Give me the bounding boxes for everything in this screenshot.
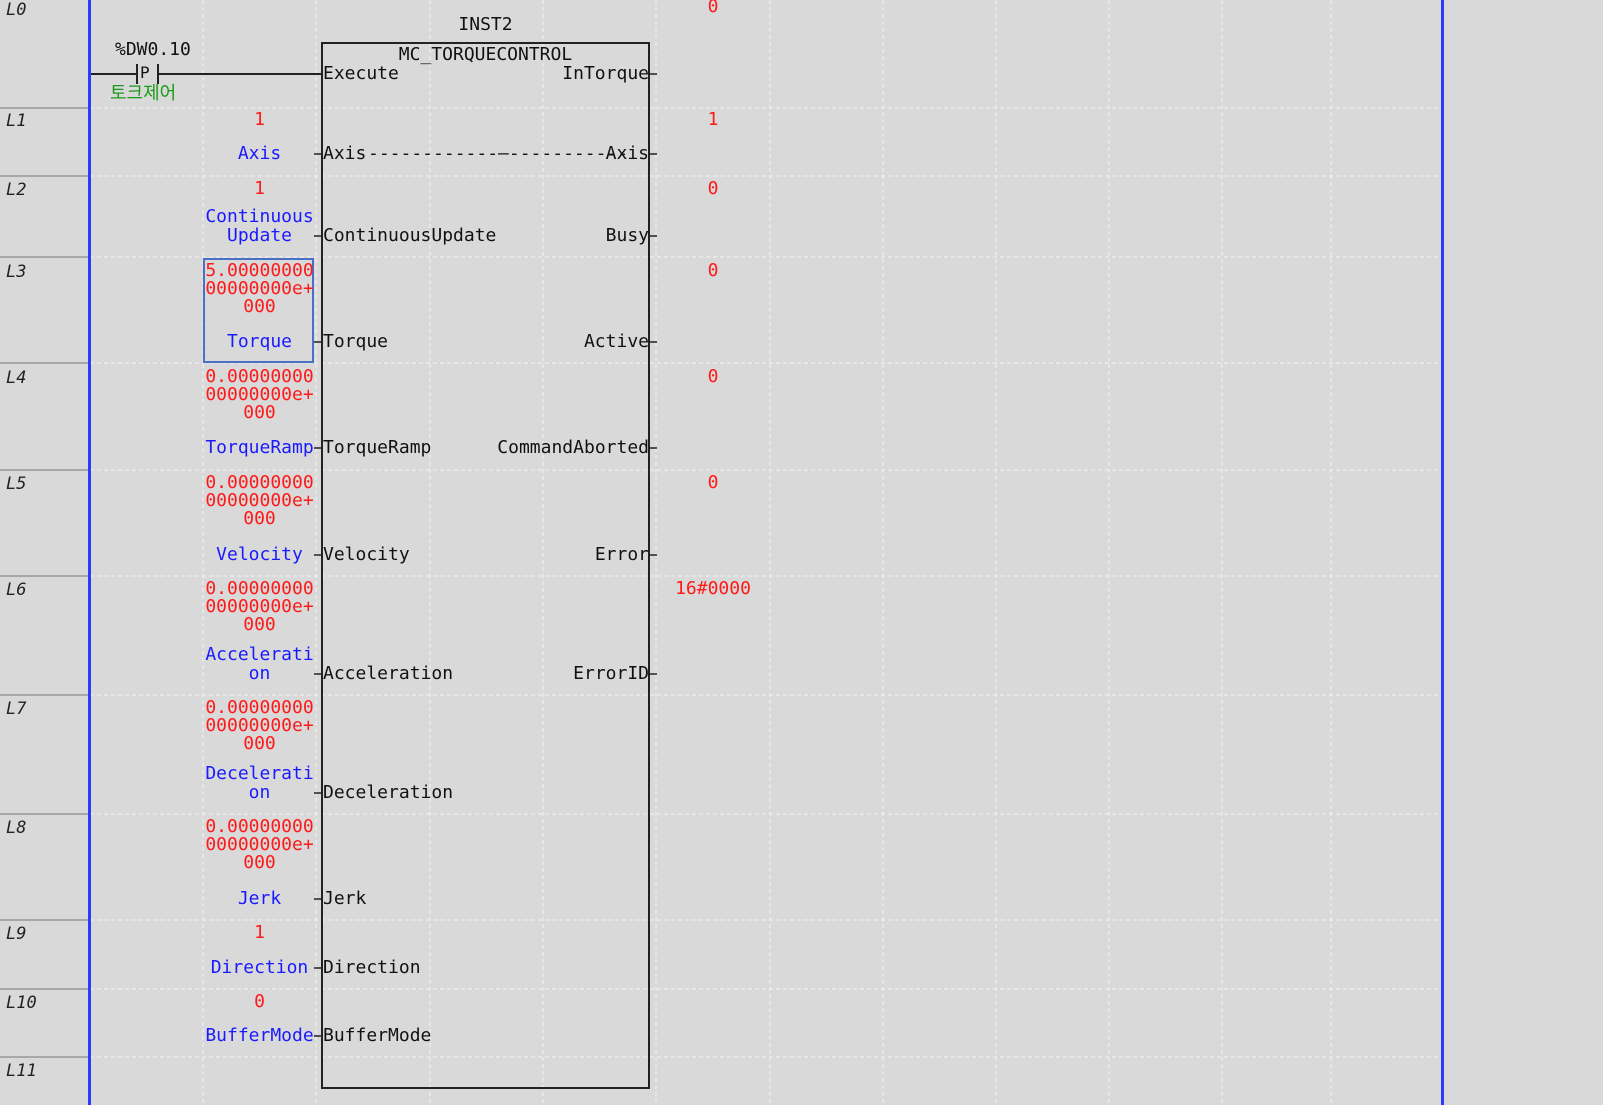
- line-label-l11: L11: [6, 1061, 37, 1081]
- acceleration-value-line1: 0.00000000: [205, 578, 314, 599]
- acceleration-variable-line1[interactable]: Accelerati: [205, 644, 314, 665]
- fb-pin-axis-in: Axis: [323, 143, 367, 164]
- velocity-value-line3: 000: [243, 508, 276, 529]
- torque-value-line3: 000: [243, 296, 276, 317]
- fb-axis-link: ------------—-----------: [368, 143, 629, 164]
- continuous-update-variable-line2[interactable]: Update: [226, 225, 293, 246]
- line-label-l10: L10: [6, 993, 37, 1013]
- torque-variable[interactable]: Torque: [226, 331, 293, 352]
- function-block[interactable]: [321, 42, 650, 1089]
- axis-variable[interactable]: Axis: [237, 143, 282, 164]
- fb-pin-jerk: Jerk: [323, 888, 367, 909]
- error-id-value: 16#0000: [675, 578, 751, 599]
- deceleration-value-line1: 0.00000000: [205, 697, 314, 718]
- fb-pin-execute: Execute: [323, 63, 399, 84]
- velocity-value-line1: 0.00000000: [205, 472, 314, 493]
- fb-pin-buffer-mode: BufferMode: [323, 1025, 432, 1046]
- deceleration-value-line2: 00000000e+: [205, 715, 314, 736]
- line-label-l8: L8: [6, 818, 27, 838]
- torque-value-line1: 5.00000000: [205, 260, 314, 281]
- contact-type-symbol[interactable]: P: [140, 63, 150, 82]
- fb-pin-velocity: Velocity: [323, 544, 410, 565]
- deceleration-variable-line1[interactable]: Decelerati: [205, 763, 314, 784]
- axis-value: 1: [254, 109, 265, 130]
- acceleration-value-line3: 000: [243, 614, 276, 635]
- axis-out-value: 1: [707, 109, 719, 130]
- buffer-mode-value: 0: [254, 991, 265, 1012]
- continuous-update-value: 1: [254, 178, 265, 199]
- right-power-rail: [1441, 0, 1444, 1105]
- fb-pin-error: Error: [594, 544, 649, 565]
- fb-pin-deceleration: Deceleration: [323, 782, 454, 803]
- fb-pin-in-torque: InTorque: [562, 63, 649, 84]
- line-label-l3: L3: [6, 262, 27, 282]
- fb-pin-command-aborted: CommandAborted: [497, 437, 649, 458]
- fb-pin-continuous-update: ContinuousUpdate: [323, 225, 497, 246]
- line-label-l5: L5: [6, 474, 27, 494]
- fb-pin-axis-out: Axis: [605, 143, 649, 164]
- selected-cell[interactable]: [203, 258, 314, 363]
- direction-value: 1: [254, 922, 265, 943]
- pin-stubs: [314, 73, 657, 1037]
- torque-ramp-value-line3: 000: [243, 402, 276, 423]
- wires: [90, 64, 321, 84]
- in-torque-value: 0: [707, 0, 719, 17]
- fb-type-name: MC_TORQUECONTROL: [398, 44, 573, 65]
- deceleration-value-line3: 000: [243, 733, 276, 754]
- velocity-variable[interactable]: Velocity: [216, 544, 303, 565]
- line-label-l1: L1: [6, 111, 27, 131]
- torque-ramp-variable[interactable]: TorqueRamp: [205, 437, 314, 458]
- jerk-variable[interactable]: Jerk: [237, 888, 282, 909]
- jerk-value-line3: 000: [243, 852, 276, 873]
- fb-pin-active: Active: [583, 331, 649, 352]
- contact-comment: 토크제어: [110, 83, 177, 104]
- fb-pin-torque-ramp: TorqueRamp: [323, 437, 432, 458]
- continuous-update-variable-line1[interactable]: Continuous: [205, 206, 314, 227]
- torque-ramp-value-line2: 00000000e+: [205, 384, 314, 405]
- direction-variable[interactable]: Direction: [210, 957, 309, 978]
- fb-pin-busy: Busy: [605, 225, 649, 246]
- torque-ramp-value-line1: 0.00000000: [205, 366, 314, 387]
- grid-vertical-lines: [202, 0, 1332, 1105]
- torque-value-line2: 00000000e+: [205, 278, 314, 299]
- fb-pin-error-id: ErrorID: [573, 663, 649, 684]
- grid-horizontal-lines: [90, 107, 1440, 1058]
- line-label-l4: L4: [6, 368, 27, 388]
- command-aborted-value: 0: [707, 366, 719, 387]
- velocity-value-line2: 00000000e+: [205, 490, 314, 511]
- busy-value: 0: [707, 178, 719, 199]
- contact-address[interactable]: %DW0.10: [115, 39, 191, 60]
- line-number-separators: [0, 107, 88, 1058]
- acceleration-variable-line2[interactable]: on: [248, 663, 271, 684]
- deceleration-variable-line2[interactable]: on: [248, 782, 271, 803]
- fb-pin-direction: Direction: [323, 957, 421, 978]
- line-label-l7: L7: [6, 699, 27, 719]
- active-value: 0: [707, 260, 719, 281]
- buffer-mode-variable[interactable]: BufferMode: [205, 1025, 314, 1046]
- jerk-value-line1: 0.00000000: [205, 816, 314, 837]
- line-label-l2: L2: [6, 180, 27, 200]
- left-power-rail: [88, 0, 91, 1105]
- fb-pin-torque: Torque: [323, 331, 389, 352]
- fb-instance-name[interactable]: INST2: [458, 14, 513, 35]
- line-label-l9: L9: [6, 924, 27, 944]
- acceleration-value-line2: 00000000e+: [205, 596, 314, 617]
- jerk-value-line2: 00000000e+: [205, 834, 314, 855]
- line-label-l0: L0: [6, 0, 27, 20]
- line-label-l6: L6: [6, 580, 27, 600]
- fb-pin-acceleration: Acceleration: [323, 663, 454, 684]
- error-value: 0: [707, 472, 719, 493]
